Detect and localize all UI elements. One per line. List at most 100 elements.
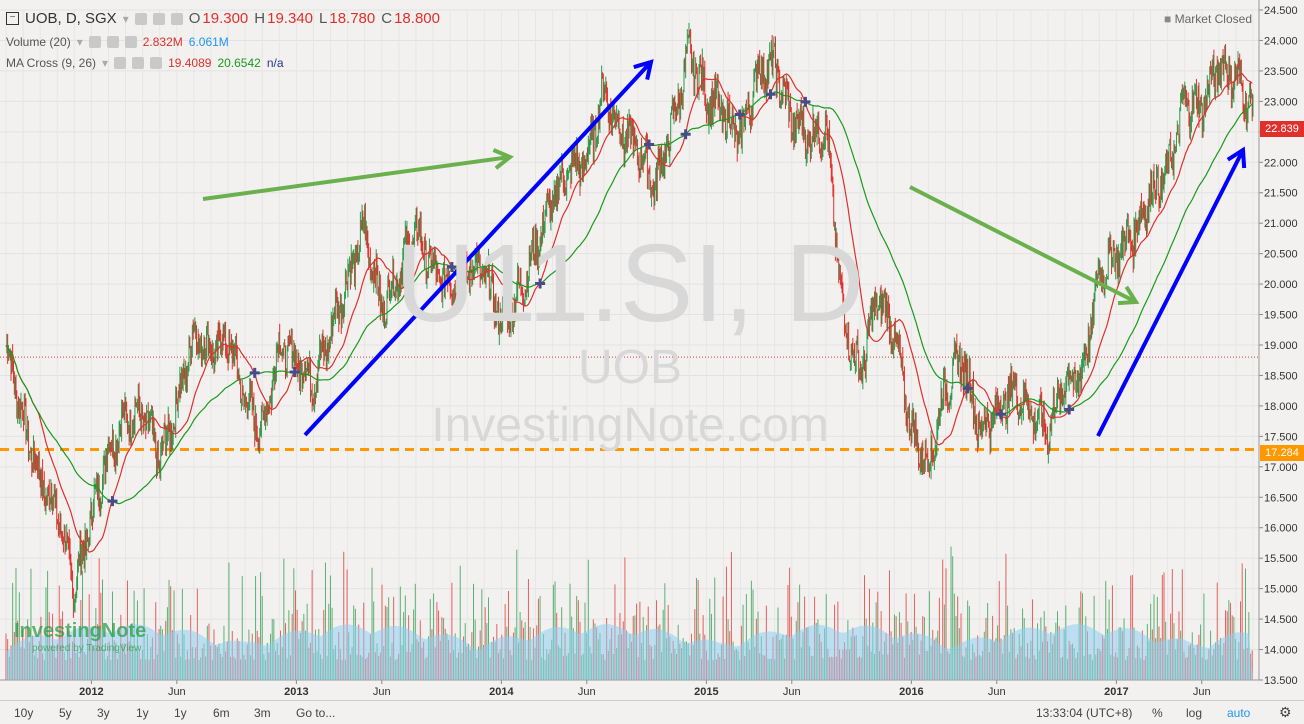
market-status: ■ Market Closed <box>1164 12 1252 26</box>
ma-cross-marker <box>1064 404 1075 415</box>
close-icon[interactable] <box>170 12 183 25</box>
range-1y-a[interactable]: 1y <box>136 706 149 720</box>
y-tick-label: 20.500 <box>1264 249 1298 261</box>
x-tick-label: Jun <box>1193 686 1211 698</box>
clock: 13:33:04 (UTC+8) <box>1036 706 1133 720</box>
low-label: L <box>319 10 328 27</box>
volume-label: Volume (20) <box>6 35 71 49</box>
high-value: 19.340 <box>267 10 314 27</box>
volume-dropdown-icon[interactable]: ▾ <box>76 35 83 49</box>
range-3y[interactable]: 3y <box>97 706 110 720</box>
y-tick-label: 17.500 <box>1264 431 1298 443</box>
symbol-title: UOB, D, SGX <box>25 10 117 27</box>
ma-cross-marker <box>249 367 260 378</box>
open-label: O <box>188 10 201 27</box>
x-tick-label: Jun <box>578 686 596 698</box>
y-tick-label: 15.000 <box>1264 584 1298 596</box>
ma-cross-marker <box>644 139 655 150</box>
ma-close-icon[interactable] <box>150 57 163 69</box>
collapse-icon[interactable]: − <box>6 12 19 25</box>
x-tick-label: Jun <box>168 686 186 698</box>
range-5y[interactable]: 5y <box>59 706 72 720</box>
y-tick-label: 16.000 <box>1264 523 1298 535</box>
watermark-symbol: U11.SI, D <box>395 222 865 345</box>
y-tick-label: 13.500 <box>1264 675 1298 687</box>
range-1y-b[interactable]: 1y <box>174 706 187 720</box>
low-value: 18.780 <box>329 10 376 27</box>
logo-powered: powered by TradingView <box>32 643 142 654</box>
settings-icon[interactable] <box>134 12 147 25</box>
green-arrow-2-head <box>1117 285 1140 306</box>
range-10y[interactable]: 10y <box>14 706 34 720</box>
ma-dropdown-icon[interactable]: ▾ <box>102 56 109 70</box>
log-toggle[interactable]: log <box>1186 706 1203 720</box>
close-value: 18.800 <box>394 10 440 27</box>
ma-label: MA Cross (9, 26) <box>6 56 97 70</box>
x-tick-label: Jun <box>783 686 801 698</box>
y-tick-label: 21.500 <box>1264 188 1298 200</box>
symbol-legend-row: − UOB, D, SGX ▾ O 19.300 H 19.340 L 18.780 … <box>6 10 446 27</box>
green-arrow-1-head <box>492 148 514 170</box>
open-value: 19.300 <box>202 10 249 27</box>
range-3m[interactable]: 3m <box>254 706 271 720</box>
x-tick-label: Jun <box>988 686 1006 698</box>
range-6m[interactable]: 6m <box>213 706 230 720</box>
ma-cross-marker <box>535 278 546 289</box>
y-tick-label: 15.500 <box>1264 553 1298 565</box>
volume-close-icon[interactable] <box>124 36 137 48</box>
price-chart[interactable]: 24.50024.00023.50023.00022.50022.00021.5… <box>0 0 1304 700</box>
watermark-name: UOB <box>577 341 682 394</box>
y-tick-label: 19.000 <box>1264 340 1298 352</box>
support-price-tag: 17.284 <box>1260 445 1304 461</box>
ma-value-1: 19.4089 <box>168 56 212 70</box>
volume-settings-icon[interactable] <box>88 36 101 48</box>
x-tick-label: 2013 <box>284 686 308 698</box>
gear-icon[interactable]: ⚙ <box>1279 704 1292 720</box>
y-tick-label: 23.500 <box>1264 66 1298 78</box>
volume-legend-row: Volume (20) ▾ 2.832M 6.061M <box>6 35 235 49</box>
last-price-tag: 22.839 <box>1260 121 1304 137</box>
green-arrow-1 <box>202 155 511 201</box>
ma-gear-icon[interactable] <box>132 57 145 69</box>
blue-arrow-2 <box>1096 149 1245 437</box>
x-tick-label: 2012 <box>79 686 103 698</box>
bottom-toolbar: 10y 5y 3y 1y 1y 6m 3m Go to... 13:33:04 … <box>0 700 1304 724</box>
goto-button[interactable]: Go to... <box>296 706 336 720</box>
blue-arrow-2-head <box>1226 146 1247 169</box>
ma-cross-marker <box>765 89 776 100</box>
y-tick-label: 14.000 <box>1264 645 1298 657</box>
market-status-text: Market Closed <box>1174 12 1252 26</box>
ma-cross-marker <box>289 366 300 377</box>
y-tick-label: 17.000 <box>1264 462 1298 474</box>
volume-gear-icon[interactable] <box>106 36 119 48</box>
volume-value-2: 6.061M <box>188 35 229 49</box>
ma-cross-marker <box>962 383 973 394</box>
y-tick-label: 21.000 <box>1264 218 1298 230</box>
x-tick-label: 2014 <box>489 686 514 698</box>
y-tick-label: 14.500 <box>1264 614 1298 626</box>
ma-legend-row: MA Cross (9, 26) ▾ 19.4089 20.6542 n/a <box>6 56 290 70</box>
auto-toggle[interactable]: auto <box>1227 706 1251 720</box>
x-tick-label: 2016 <box>899 686 923 698</box>
blue-arrow-1-head <box>633 59 654 81</box>
investingnote-logo: InvestingNote powered by TradingView <box>14 620 146 654</box>
ma-cross-marker <box>107 496 118 507</box>
x-tick-label: 2015 <box>694 686 718 698</box>
y-tick-label: 22.000 <box>1264 157 1298 169</box>
close-label: C <box>381 10 393 27</box>
ma-settings-icon[interactable] <box>114 57 127 69</box>
y-tick-label: 20.000 <box>1264 279 1298 291</box>
ma-cross-marker <box>800 96 811 107</box>
ma-value-3: n/a <box>266 56 284 70</box>
x-tick-label: Jun <box>373 686 391 698</box>
ma-cross-marker <box>680 129 691 140</box>
gear-icon[interactable] <box>152 12 165 25</box>
percent-toggle[interactable]: % <box>1152 706 1163 720</box>
dropdown-icon[interactable]: ▾ <box>122 11 129 26</box>
ma-cross-marker <box>995 409 1006 420</box>
y-tick-label: 23.000 <box>1264 96 1298 108</box>
x-tick-label: 2017 <box>1104 686 1128 698</box>
y-tick-label: 24.500 <box>1264 5 1298 17</box>
high-label: H <box>254 10 266 27</box>
